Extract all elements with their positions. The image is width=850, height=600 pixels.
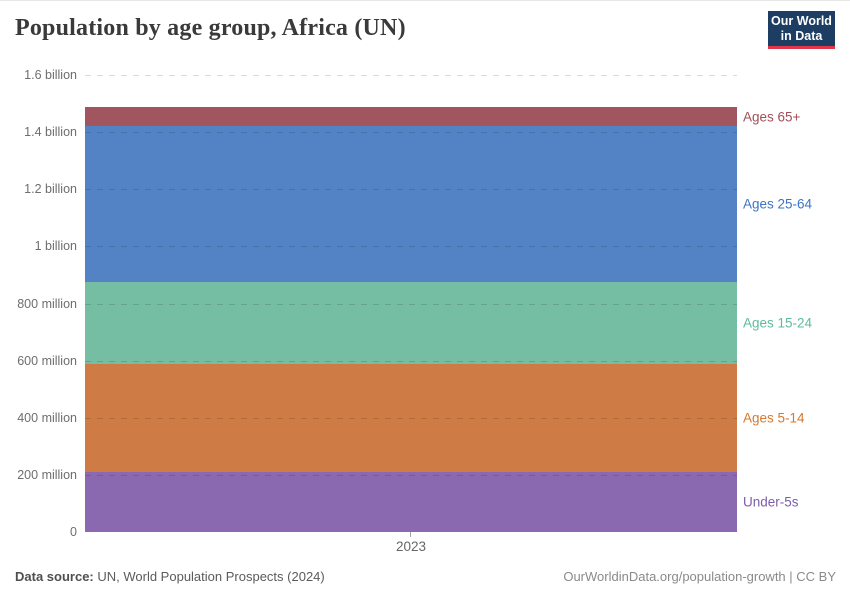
y-tick-label-1600m: 1.6 billion — [24, 68, 77, 82]
data-source-label: Data source: — [15, 569, 94, 584]
series-label-ages-65[interactable]: Ages 65+ — [743, 109, 801, 125]
y-tick-label-0m: 0 — [70, 525, 77, 539]
area-band-ages-15-24[interactable] — [85, 282, 737, 365]
y-tick-label-1000m: 1 billion — [34, 239, 77, 254]
series-label-ages-5-14[interactable]: Ages 5-14 — [743, 410, 805, 426]
area-band-under-5s[interactable] — [85, 472, 737, 532]
data-source-text: UN, World Population Prospects (2024) — [93, 569, 325, 584]
chart-title: Population by age group, Africa (UN) — [15, 15, 406, 41]
y-tick-label-1200m: 1.2 billion — [24, 182, 77, 197]
series-label-ages-15-24[interactable]: Ages 15-24 — [743, 315, 813, 331]
x-axis-tick-mark — [410, 532, 411, 537]
y-tick-label-600m: 600 million — [17, 353, 77, 368]
y-tick-label-200m: 200 million — [17, 467, 77, 482]
data-source: Data source: UN, World Population Prospe… — [15, 569, 325, 584]
plot-area[interactable] — [85, 75, 737, 532]
series-label-ages-25-64[interactable]: Ages 25-64 — [743, 196, 813, 212]
series-label-under-5s[interactable]: Under-5s — [743, 494, 799, 510]
owid-logo-line2: in Data — [780, 28, 823, 43]
y-axis: 0 200 million 400 million 600 million 800 mi… — [0, 68, 77, 539]
footer-link[interactable]: OurWorldinData.org/population-growth | C… — [563, 569, 836, 584]
y-tick-label-400m: 400 million — [17, 410, 77, 425]
area-band-ages-5-14[interactable] — [85, 364, 737, 473]
y-tick-label-800m: 800 million — [17, 296, 77, 311]
owid-logo[interactable]: Our World in Data — [768, 11, 835, 49]
y-tick-label-1400m: 1.4 billion — [24, 125, 77, 140]
area-band-ages-65[interactable] — [85, 107, 737, 127]
owid-logo-line1: Our World — [771, 14, 832, 28]
series-labels: Under-5s Ages 5-14 Ages 15-24 Ages 25-64 Age… — [743, 75, 848, 532]
chart-footer: Data source: UN, World Population Prospe… — [15, 569, 836, 584]
gridline-1600m — [85, 75, 737, 76]
area-band-ages-25-64[interactable] — [85, 126, 737, 283]
x-axis-label: 2023 — [395, 539, 427, 554]
